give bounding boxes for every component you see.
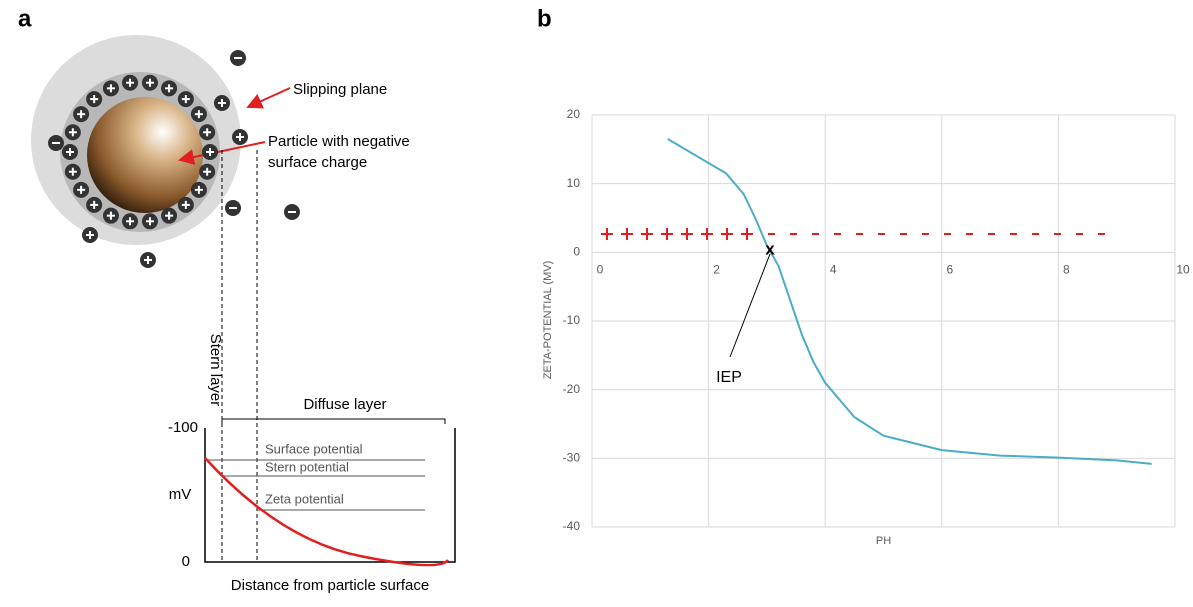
panel-label: b [537,5,552,32]
label: Slipping plane [293,81,387,98]
charge-sign [601,228,613,240]
tick-label: -100 [168,419,198,436]
charge-sign [641,228,653,240]
label: Zeta potential [265,491,344,506]
x-tick-label: 4 [830,263,837,277]
charge-sign [661,228,673,240]
label: Surface potential [265,441,363,456]
charge-sign [681,228,693,240]
chart: -40 -30 -20 -10 0 10 20 0 2 4 6 8 10 PH ZETA-POTENTIAL… [542,107,1190,547]
label: Particle with negative [268,133,410,150]
label: surface charge [268,154,367,171]
x-tick-label: 8 [1063,263,1070,277]
x-axis-label: PH [876,535,891,547]
y-tick-label: 10 [567,176,581,190]
charge-sign [701,228,713,240]
unit: mV [169,486,192,503]
y-axis-label: ZETA-POTENTIAL (MV) [542,261,554,380]
charge-sign [721,228,733,240]
particle [87,97,203,213]
y-tick-label: 20 [567,107,581,121]
bracket [221,418,446,424]
iep-marker: x [765,239,775,258]
tick-label: 0 [182,553,190,570]
label: Stern potential [265,459,349,474]
data-line [667,138,1152,465]
x-tick-label: 6 [946,263,953,277]
y-tick-label: -40 [563,519,581,533]
arrow [246,87,291,109]
x-tick-label: 2 [713,263,720,277]
y-tick-label: -10 [563,313,581,327]
annotation: IEP [716,369,742,386]
y-tick-label: -30 [563,451,581,465]
x-label: Distance from particle surface [231,577,429,594]
x-tick-label: 10 [1176,263,1190,277]
potential-curve [204,457,450,567]
y-tick-label: -20 [563,382,581,396]
panel-label: a [18,5,32,32]
x-tick-label: 0 [597,263,604,277]
charge-sign [621,228,633,240]
box [204,428,456,563]
label: Diffuse layer [303,396,386,413]
charge-sign [741,228,753,240]
label: Stern layer [207,334,224,407]
annotation-line [729,253,771,358]
y-tick-label: 0 [573,245,580,259]
diagram: Slipping plane Particle with negative su… [31,35,456,594]
